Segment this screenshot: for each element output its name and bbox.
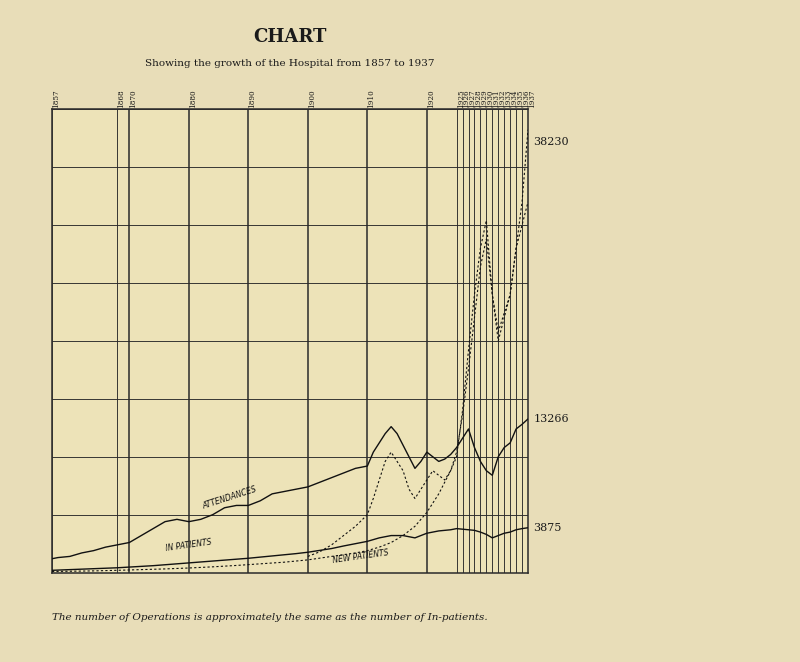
Text: 1933: 1933 <box>504 89 512 108</box>
Text: 1931: 1931 <box>492 89 500 108</box>
Text: 1930: 1930 <box>486 89 494 108</box>
Text: 1928: 1928 <box>474 89 482 108</box>
Text: 1937: 1937 <box>528 89 536 108</box>
Text: 38230: 38230 <box>534 136 570 147</box>
Text: 1890: 1890 <box>248 89 256 108</box>
Text: The number of Operations is approximately the same as the number of In-patients.: The number of Operations is approximatel… <box>52 613 488 622</box>
Text: ATTENDANCES: ATTENDANCES <box>201 485 258 511</box>
Text: 3875: 3875 <box>534 523 562 533</box>
Text: CHART: CHART <box>254 28 326 46</box>
Text: 1857: 1857 <box>52 89 60 108</box>
Text: 1934: 1934 <box>510 89 518 108</box>
Text: 1870: 1870 <box>130 89 138 108</box>
Text: 1936: 1936 <box>522 89 530 108</box>
Text: 1900: 1900 <box>308 89 316 108</box>
Text: 1926: 1926 <box>462 89 470 108</box>
Text: 1910: 1910 <box>367 89 375 108</box>
Text: 1925: 1925 <box>457 89 465 108</box>
Text: 1927: 1927 <box>469 89 477 108</box>
Text: 1920: 1920 <box>427 89 435 108</box>
Text: Showing the growth of the Hospital from 1857 to 1937: Showing the growth of the Hospital from … <box>146 58 434 68</box>
Text: 1932: 1932 <box>498 89 506 108</box>
Text: 1929: 1929 <box>480 89 488 108</box>
Text: 1880: 1880 <box>189 89 197 108</box>
Text: 13266: 13266 <box>534 414 570 424</box>
Text: NEW PATIENTS: NEW PATIENTS <box>332 549 389 565</box>
Text: 1935: 1935 <box>516 89 524 108</box>
Text: IN PATIENTS: IN PATIENTS <box>165 538 212 553</box>
Text: 1868: 1868 <box>118 89 126 108</box>
